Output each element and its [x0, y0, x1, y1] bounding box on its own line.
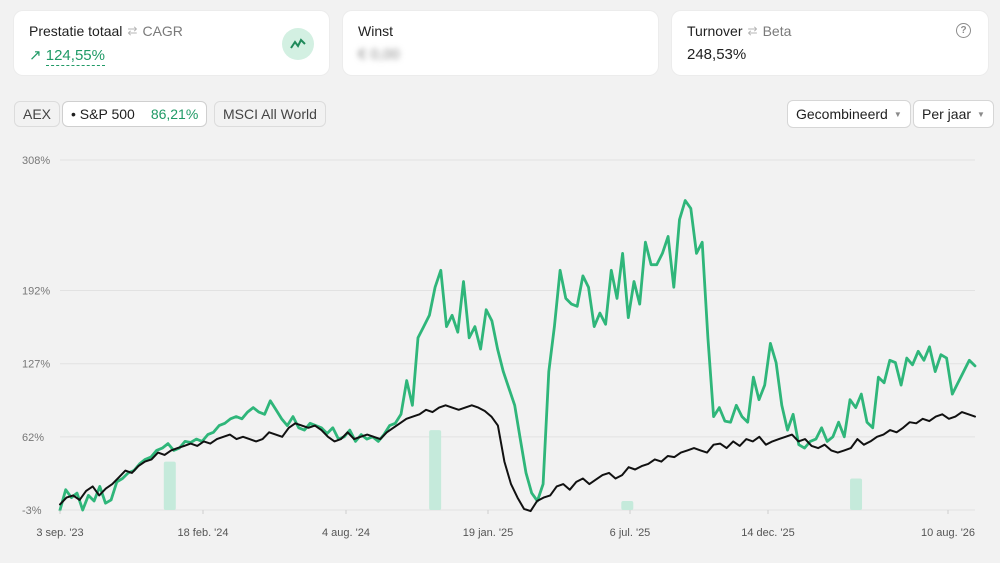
performance-label: Prestatie totaal	[29, 23, 123, 39]
chevron-down-icon: ▼	[977, 109, 985, 119]
performance-card-header[interactable]: Prestatie totaal ⇄ CAGR	[29, 23, 183, 39]
performance-value: 124,55%	[45, 47, 105, 66]
arrow-up-right-icon: ↗	[29, 47, 42, 64]
profit-value: € 0,00	[358, 46, 400, 63]
swap-icon: ⇄	[747, 24, 758, 38]
trend-icon	[282, 28, 314, 60]
benchmark-label: MSCI All World	[223, 106, 317, 122]
performance-card: Prestatie totaal ⇄ CAGR ↗ 124,55%	[14, 11, 329, 75]
y-tick-label: -3%	[22, 505, 42, 517]
x-tick-label: 18 feb. '24	[177, 527, 228, 539]
profit-card: Winst € 0,00	[343, 11, 658, 75]
swap-icon: ⇄	[127, 24, 138, 38]
x-tick-label: 4 aug. '24	[322, 527, 370, 539]
x-tick-label: 19 jan. '25	[463, 527, 513, 539]
help-icon[interactable]: ?	[956, 23, 971, 38]
y-tick-label: 127%	[22, 359, 50, 371]
chevron-down-icon: ▼	[893, 109, 902, 119]
benchmark-value: 86,21%	[150, 106, 199, 122]
performance-alt-label: CAGR	[142, 23, 183, 39]
turnover-card-header[interactable]: Turnover ⇄ Beta	[687, 23, 791, 39]
benchmark-label: AEX	[23, 106, 52, 122]
performance-value-row: ↗ 124,55%	[29, 46, 105, 66]
highlight-bar	[429, 430, 442, 510]
x-tick-label: 3 sep. '23	[36, 527, 83, 539]
turnover-card: Turnover ⇄ Beta 248,53% ?	[672, 11, 988, 75]
benchmark-label: • S&P 500	[71, 106, 135, 122]
x-tick-label: 6 jul. '25	[610, 527, 651, 539]
turnover-label: Turnover	[687, 23, 743, 39]
highlight-bar	[621, 500, 634, 510]
benchmark-line	[59, 404, 976, 513]
y-tick-label: 62%	[22, 432, 44, 444]
portfolio-line	[58, 199, 977, 512]
period-select[interactable]: Per jaar ▼	[913, 100, 994, 128]
highlight-bar	[850, 478, 863, 510]
x-tick-label: 10 aug. '26	[921, 527, 975, 539]
benchmark-msci[interactable]: MSCI All World	[214, 101, 326, 127]
y-tick-label: 192%	[22, 286, 50, 298]
mode-select[interactable]: Gecombineerd ▼	[787, 100, 911, 128]
profit-label: Winst	[358, 23, 393, 39]
y-tick-label: 308%	[22, 155, 50, 167]
period-select-value: Per jaar	[922, 106, 972, 122]
mode-select-value: Gecombineerd	[796, 106, 888, 122]
benchmark-aex[interactable]: AEX	[14, 101, 61, 127]
x-tick-label: 14 dec. '25	[741, 527, 794, 539]
highlight-bar	[163, 461, 176, 510]
turnover-alt-label: Beta	[762, 23, 792, 39]
turnover-value: 248,53%	[687, 46, 747, 63]
benchmark-sp500[interactable]: • S&P 500 86,21%	[62, 101, 208, 127]
